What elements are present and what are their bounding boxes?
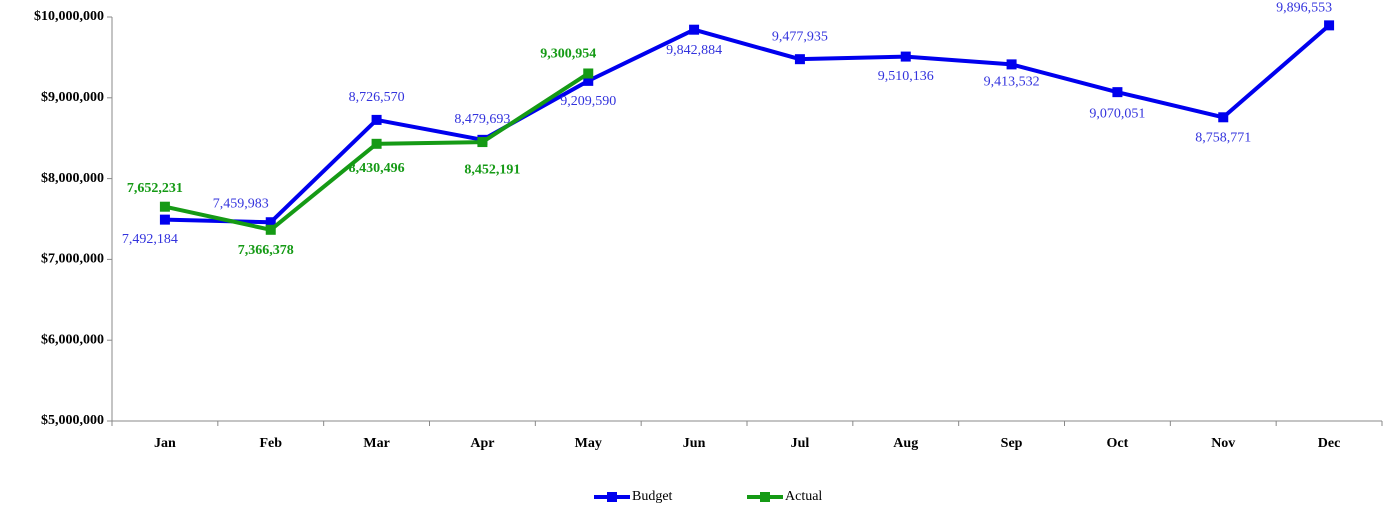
data-label: 8,758,771 (1195, 131, 1251, 146)
data-label: 7,459,983 (213, 196, 269, 211)
legend-label: Actual (785, 489, 822, 504)
marker (1006, 59, 1017, 70)
x-tick-label: Sep (1001, 436, 1023, 451)
y-tick-label: $7,000,000 (41, 252, 104, 267)
x-tick-label: Dec (1318, 436, 1341, 451)
marker (794, 54, 805, 65)
legend-label: Budget (632, 489, 673, 504)
x-tick-label: Jan (154, 436, 176, 451)
y-tick-label: $9,000,000 (41, 90, 104, 105)
x-tick-label: Oct (1107, 436, 1129, 451)
marker (371, 138, 382, 149)
y-tick-label: $6,000,000 (41, 332, 104, 347)
marker (265, 217, 276, 228)
series-line (164, 23, 1331, 225)
marker (159, 214, 170, 225)
data-label: 9,300,954 (540, 47, 596, 62)
legend-marker (607, 492, 617, 502)
y-tick-label: $5,000,000 (41, 413, 104, 428)
data-label: 9,842,884 (666, 43, 722, 58)
marker (583, 68, 594, 79)
data-label: 7,652,231 (127, 181, 183, 196)
data-label: 7,366,378 (238, 243, 294, 258)
y-tick-label: $10,000,000 (34, 9, 104, 24)
marker (371, 114, 382, 125)
marker (900, 51, 911, 62)
data-label: 9,070,051 (1089, 106, 1145, 121)
x-tick-label: Mar (363, 436, 389, 451)
x-tick-label: Aug (893, 436, 918, 451)
data-label: 9,510,136 (878, 69, 934, 84)
data-label: 8,430,496 (349, 161, 405, 176)
marker (159, 201, 170, 212)
data-label: 8,452,191 (464, 162, 520, 177)
data-label: 9,413,532 (984, 75, 1040, 90)
marker (1112, 87, 1123, 98)
data-label: 9,209,590 (560, 94, 616, 109)
x-tick-label: May (575, 436, 602, 451)
y-tick-label: $8,000,000 (41, 171, 104, 186)
data-label: 8,479,693 (454, 112, 510, 127)
data-label: 7,492,184 (122, 232, 178, 247)
data-label: 9,896,553 (1276, 1, 1332, 16)
x-tick-label: Apr (470, 436, 494, 451)
marker (265, 224, 276, 235)
marker (477, 137, 488, 148)
x-tick-label: Nov (1211, 436, 1235, 451)
x-tick-label: Jul (791, 436, 810, 451)
marker (583, 75, 594, 86)
data-label: 9,477,935 (772, 29, 828, 44)
marker (1218, 112, 1229, 123)
marker (1324, 20, 1335, 31)
x-tick-label: Jun (683, 436, 706, 451)
marker (689, 24, 700, 35)
legend-marker (760, 492, 770, 502)
data-label: 8,726,570 (349, 90, 405, 105)
x-tick-label: Feb (259, 436, 282, 451)
